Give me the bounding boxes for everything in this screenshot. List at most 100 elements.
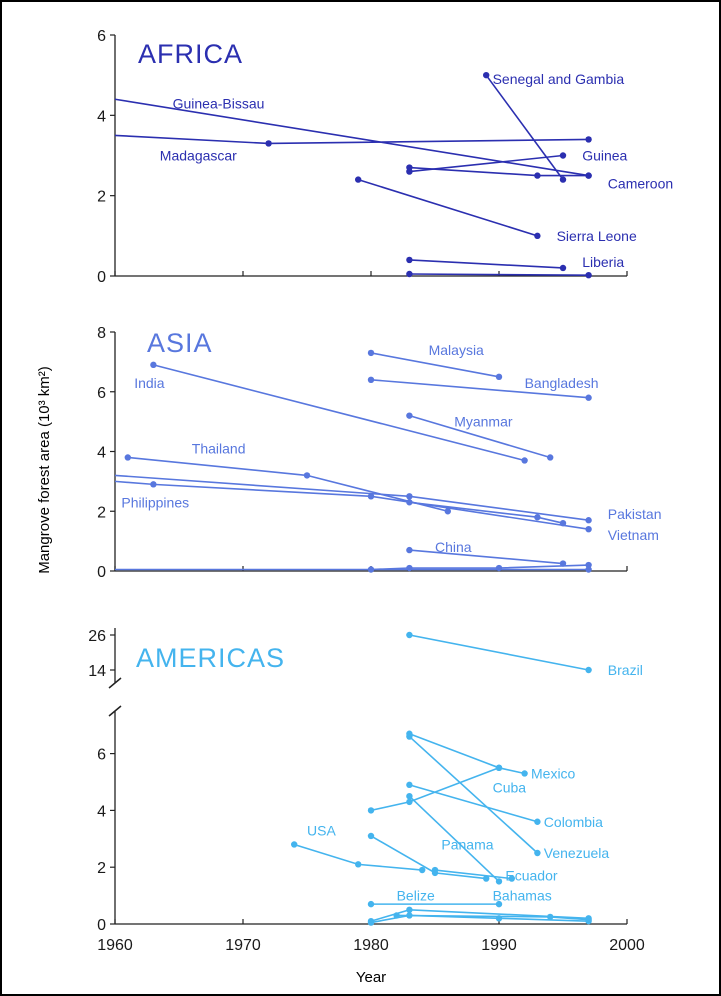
data-point [585, 136, 592, 143]
country-label-guinea: Guinea [582, 148, 627, 164]
country-label-philippines: Philippines [121, 494, 189, 510]
country-label-brazil: Brazil [608, 662, 643, 678]
data-point [406, 733, 413, 740]
panel-africa: 0 2 4 6 AFRICA Guinea-Bissau Madagascar Senegal… [97, 28, 673, 286]
y-tick-label: 2 [97, 504, 106, 521]
data-point [406, 270, 413, 278]
data-point [534, 172, 541, 179]
data-point [495, 764, 503, 771]
series-line [114, 98, 589, 177]
data-point [559, 176, 567, 183]
data-point [585, 561, 592, 569]
series-line [153, 364, 525, 462]
series-bangladesh [367, 376, 592, 401]
data-point [419, 866, 426, 874]
series-line [409, 732, 525, 775]
data-point [431, 866, 439, 874]
data-point [265, 140, 272, 147]
country-label-venezuela: Venezuela [544, 845, 610, 861]
country-label-liberia: Liberia [582, 254, 624, 270]
series-line [114, 480, 589, 530]
data-point [406, 781, 413, 789]
y-tick-label: 0 [97, 917, 106, 934]
country-label-colombia: Colombia [544, 814, 603, 830]
series-mexico [406, 730, 528, 777]
series-usa [291, 841, 426, 874]
country-label-thailand: Thailand [192, 441, 246, 457]
data-point [406, 164, 413, 171]
x-axis: 1960 1970 1980 1990 2000 [97, 937, 645, 954]
data-point [534, 232, 541, 240]
data-point [585, 172, 592, 179]
series-line [485, 74, 564, 181]
axis-break-mark [108, 705, 122, 717]
country-label-bahamas: Bahamas [493, 888, 552, 904]
country-label-india: India [134, 375, 165, 391]
series-india [150, 361, 528, 464]
data-point [585, 916, 592, 923]
y-tick-label: 8 [97, 325, 106, 342]
data-point [406, 906, 413, 913]
data-point [367, 900, 375, 908]
y-tick-label: 4 [97, 445, 106, 462]
data-point [367, 919, 375, 926]
data-point [534, 514, 541, 521]
data-point [585, 394, 592, 401]
data-point [355, 861, 362, 868]
y-tick-label: 6 [97, 747, 106, 764]
y-tick-label: 0 [97, 564, 106, 581]
series-line [357, 178, 538, 237]
series-sierra-leone [355, 176, 541, 240]
series-line [408, 795, 500, 882]
country-label-belize: Belize [397, 888, 435, 904]
x-tick-label: 1990 [481, 937, 517, 954]
data-point [559, 264, 567, 272]
y-tick-label: 26 [88, 628, 106, 645]
series-line [409, 259, 564, 269]
data-point [585, 566, 592, 573]
data-point [444, 508, 451, 515]
series-line [409, 273, 589, 276]
data-point [150, 481, 157, 488]
y-tick-label: 4 [97, 803, 106, 820]
y-tick-label: 4 [97, 108, 106, 125]
series-senegal-and-gambia [483, 71, 567, 183]
data-point [406, 499, 413, 506]
series-line [409, 634, 589, 671]
panel-title: AFRICA [138, 39, 243, 69]
panel-title: ASIA [147, 328, 213, 358]
y-tick-label: 0 [97, 269, 106, 286]
data-point [559, 152, 567, 159]
series-unlabeled [406, 270, 592, 279]
series-colombia [406, 781, 541, 825]
y-tick-label: 6 [97, 28, 106, 45]
data-point [508, 875, 515, 882]
series-line [370, 767, 500, 812]
data-point [367, 349, 375, 357]
series-brazil [406, 631, 592, 674]
x-tick-label: 1960 [97, 937, 133, 954]
data-point [406, 793, 413, 800]
country-label-china: China [435, 539, 472, 555]
country-label-bangladesh: Bangladesh [525, 375, 599, 391]
data-point [367, 566, 375, 573]
data-point [150, 361, 157, 369]
y-tick-label: 6 [97, 385, 106, 402]
data-point [495, 564, 503, 572]
series-thailand [124, 454, 451, 515]
data-point [406, 493, 413, 500]
y-tick-label: 14 [88, 663, 106, 680]
country-label-pakistan: Pakistan [608, 506, 662, 522]
data-point [406, 564, 413, 572]
series-liberia [406, 256, 567, 272]
data-point [585, 517, 592, 524]
series-cuba [367, 764, 503, 814]
series-line [409, 784, 538, 823]
series-line [409, 414, 551, 459]
data-point [534, 818, 541, 825]
country-label-senegal-and-gambia: Senegal and Gambia [493, 71, 625, 87]
data-point [547, 913, 554, 921]
data-point [406, 412, 413, 419]
panel-title: AMERICAS [136, 643, 285, 673]
